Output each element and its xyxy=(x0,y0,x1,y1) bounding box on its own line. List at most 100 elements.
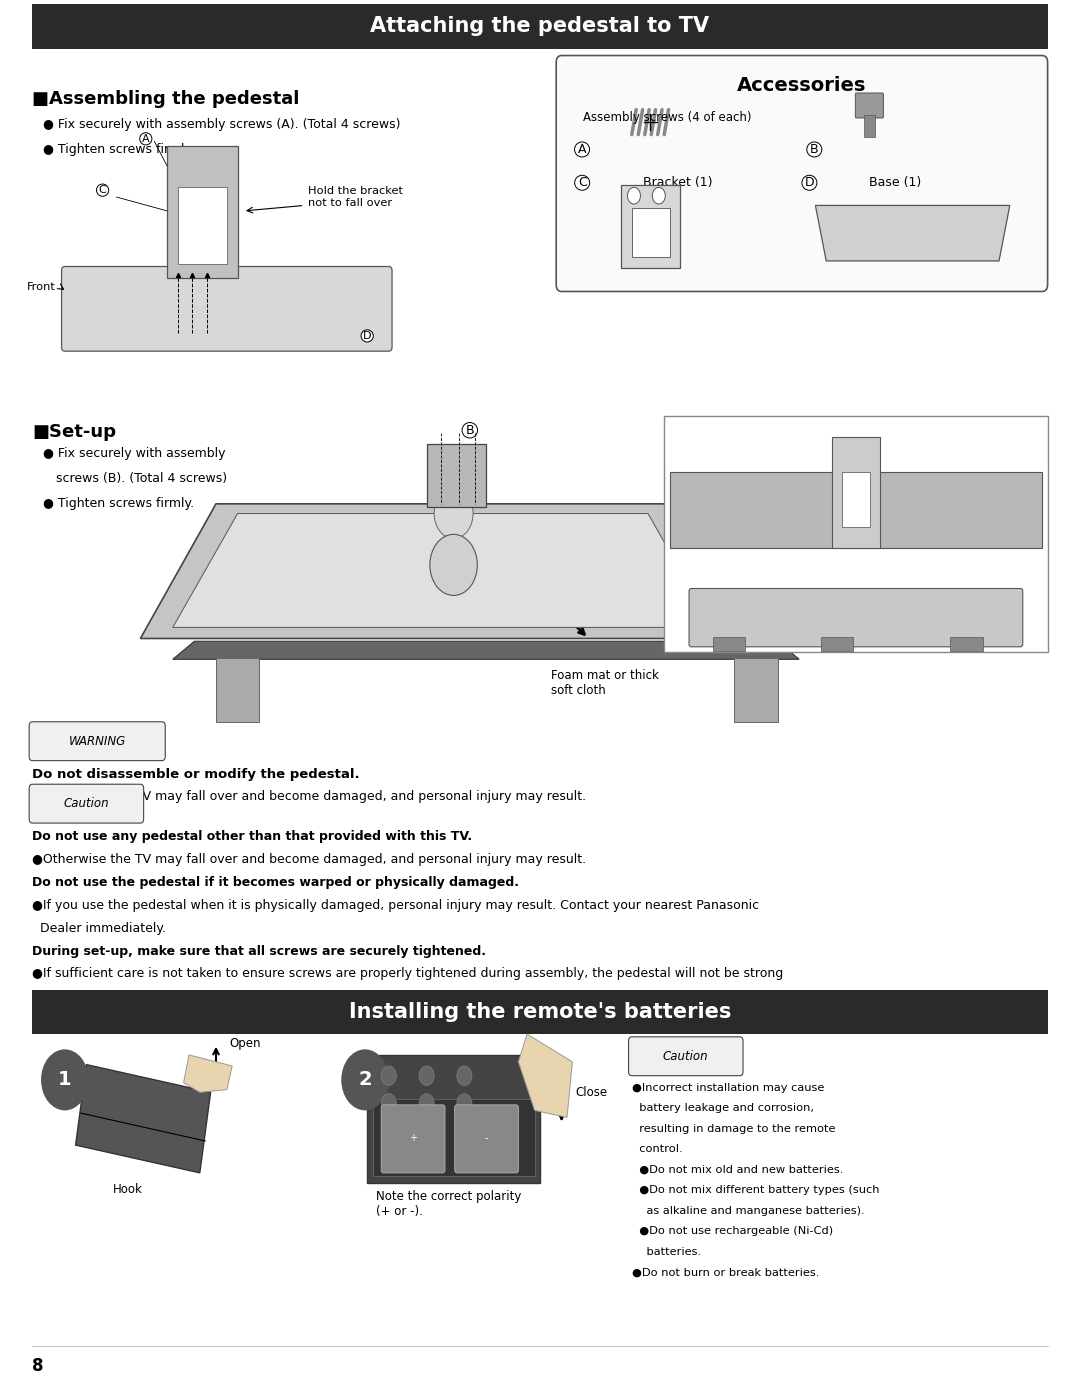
Bar xyxy=(713,637,745,651)
Text: Installing the remote's batteries: Installing the remote's batteries xyxy=(349,1002,731,1022)
Bar xyxy=(664,416,1048,652)
FancyBboxPatch shape xyxy=(62,266,392,351)
Bar xyxy=(32,990,1048,1034)
Text: as alkaline and manganese batteries).: as alkaline and manganese batteries). xyxy=(632,1206,864,1216)
Polygon shape xyxy=(173,641,799,659)
Text: ■Set-up: ■Set-up xyxy=(32,423,117,441)
Text: Do not use any pedestal other than that provided with this TV.: Do not use any pedestal other than that … xyxy=(32,830,473,843)
Text: ●Otherwise the TV may fall over and become damaged, and personal injury may resu: ●Otherwise the TV may fall over and beco… xyxy=(32,852,586,866)
Polygon shape xyxy=(518,1034,572,1117)
Bar xyxy=(427,444,486,507)
Circle shape xyxy=(457,1122,472,1141)
Polygon shape xyxy=(184,1055,232,1092)
Text: Note the correct polarity
(+ or -).: Note the correct polarity (+ or -). xyxy=(376,1190,522,1217)
Polygon shape xyxy=(173,514,713,627)
Circle shape xyxy=(381,1122,396,1141)
Text: ● Fix securely with assembly screws (A). (Total 4 screws): ● Fix securely with assembly screws (A).… xyxy=(43,118,401,130)
Text: battery leakage and corrosion,: battery leakage and corrosion, xyxy=(632,1103,814,1113)
FancyBboxPatch shape xyxy=(689,589,1023,647)
Circle shape xyxy=(457,1094,472,1113)
Text: B: B xyxy=(465,423,474,437)
Circle shape xyxy=(430,534,477,595)
Circle shape xyxy=(419,1066,434,1085)
Polygon shape xyxy=(76,1065,211,1173)
Text: resulting in damage to the remote: resulting in damage to the remote xyxy=(632,1124,835,1134)
Bar xyxy=(621,185,680,268)
Bar xyxy=(216,658,259,722)
Text: B: B xyxy=(810,143,819,155)
Text: WARNING: WARNING xyxy=(68,734,126,748)
Circle shape xyxy=(381,1094,396,1113)
Bar xyxy=(864,115,875,137)
Text: Hold the bracket
not to fall over: Hold the bracket not to fall over xyxy=(308,186,403,208)
Polygon shape xyxy=(140,504,778,638)
Text: ●If you use the pedestal when it is physically damaged, personal injury may resu: ●If you use the pedestal when it is phys… xyxy=(32,899,759,912)
Polygon shape xyxy=(815,205,1010,261)
Text: ● Fix securely with assembly: ● Fix securely with assembly xyxy=(43,447,226,459)
FancyBboxPatch shape xyxy=(556,56,1048,291)
FancyBboxPatch shape xyxy=(855,93,883,118)
Text: Hook: Hook xyxy=(112,1183,143,1195)
Text: Do not use the pedestal if it becomes warped or physically damaged.: Do not use the pedestal if it becomes wa… xyxy=(32,876,519,888)
Text: C: C xyxy=(98,185,107,196)
Text: Caution: Caution xyxy=(663,1049,708,1063)
Text: Foam mat or thick
soft cloth: Foam mat or thick soft cloth xyxy=(551,669,659,697)
Text: B: B xyxy=(852,430,860,443)
Text: Assembly screws (4 of each): Assembly screws (4 of each) xyxy=(583,111,752,124)
Text: 1: 1 xyxy=(58,1070,71,1090)
Circle shape xyxy=(419,1094,434,1113)
FancyBboxPatch shape xyxy=(29,722,165,761)
Circle shape xyxy=(41,1049,89,1110)
Text: ●Do not mix different battery types (such: ●Do not mix different battery types (suc… xyxy=(632,1185,879,1195)
Text: ● Tighten screws firmly.: ● Tighten screws firmly. xyxy=(43,497,194,509)
Text: D: D xyxy=(805,176,814,189)
Circle shape xyxy=(627,187,640,204)
Polygon shape xyxy=(367,1055,540,1183)
Text: Base (1): Base (1) xyxy=(869,176,921,189)
Text: ●If sufficient care is not taken to ensure screws are properly tightened during : ●If sufficient care is not taken to ensu… xyxy=(32,967,784,980)
Text: Close: Close xyxy=(576,1085,608,1099)
Text: ■Assembling the pedestal: ■Assembling the pedestal xyxy=(32,90,300,108)
Text: During set-up, make sure that all screws are securely tightened.: During set-up, make sure that all screws… xyxy=(32,945,486,958)
Text: batteries.: batteries. xyxy=(632,1246,701,1258)
FancyBboxPatch shape xyxy=(629,1037,743,1076)
Circle shape xyxy=(381,1066,396,1085)
Text: A: A xyxy=(141,133,150,144)
Circle shape xyxy=(419,1122,434,1141)
Text: ●Do not use rechargeable (Ni-Cd): ●Do not use rechargeable (Ni-Cd) xyxy=(632,1227,833,1237)
Bar xyxy=(734,658,778,722)
Circle shape xyxy=(434,489,473,539)
Bar xyxy=(167,146,238,278)
Text: -: - xyxy=(484,1133,488,1144)
Bar xyxy=(632,208,670,257)
Text: ●Do not burn or break batteries.: ●Do not burn or break batteries. xyxy=(632,1267,819,1277)
Bar xyxy=(670,472,1042,548)
Text: +: + xyxy=(408,1133,417,1144)
Text: 2: 2 xyxy=(359,1070,372,1090)
Circle shape xyxy=(652,187,665,204)
Text: ●Incorrect installation may cause: ●Incorrect installation may cause xyxy=(632,1083,824,1092)
Text: Accessories: Accessories xyxy=(738,76,866,96)
Text: Front: Front xyxy=(27,282,56,293)
Bar xyxy=(178,187,227,264)
Text: ● Tighten screws firmly.: ● Tighten screws firmly. xyxy=(43,143,194,155)
Bar xyxy=(842,472,870,527)
FancyBboxPatch shape xyxy=(381,1105,445,1173)
Circle shape xyxy=(457,1066,472,1085)
Text: D: D xyxy=(363,330,372,341)
Text: Open: Open xyxy=(229,1037,260,1051)
Bar xyxy=(373,1099,535,1176)
Text: Do not disassemble or modify the pedestal.: Do not disassemble or modify the pedesta… xyxy=(32,768,360,780)
Text: 8: 8 xyxy=(32,1357,44,1376)
Bar xyxy=(832,437,880,548)
Text: Attaching the pedestal to TV: Attaching the pedestal to TV xyxy=(370,17,710,36)
FancyBboxPatch shape xyxy=(29,784,144,823)
Text: Bracket (1): Bracket (1) xyxy=(643,176,712,189)
Text: Dealer immediately.: Dealer immediately. xyxy=(32,922,166,934)
Bar xyxy=(950,637,983,651)
Text: Caution: Caution xyxy=(64,797,109,811)
Text: ●Otherwise the TV may fall over and become damaged, and personal injury may resu: ●Otherwise the TV may fall over and beco… xyxy=(32,790,586,802)
Text: control.: control. xyxy=(632,1144,683,1155)
Circle shape xyxy=(341,1049,389,1110)
Text: screws (B). (Total 4 screws): screws (B). (Total 4 screws) xyxy=(56,472,227,484)
